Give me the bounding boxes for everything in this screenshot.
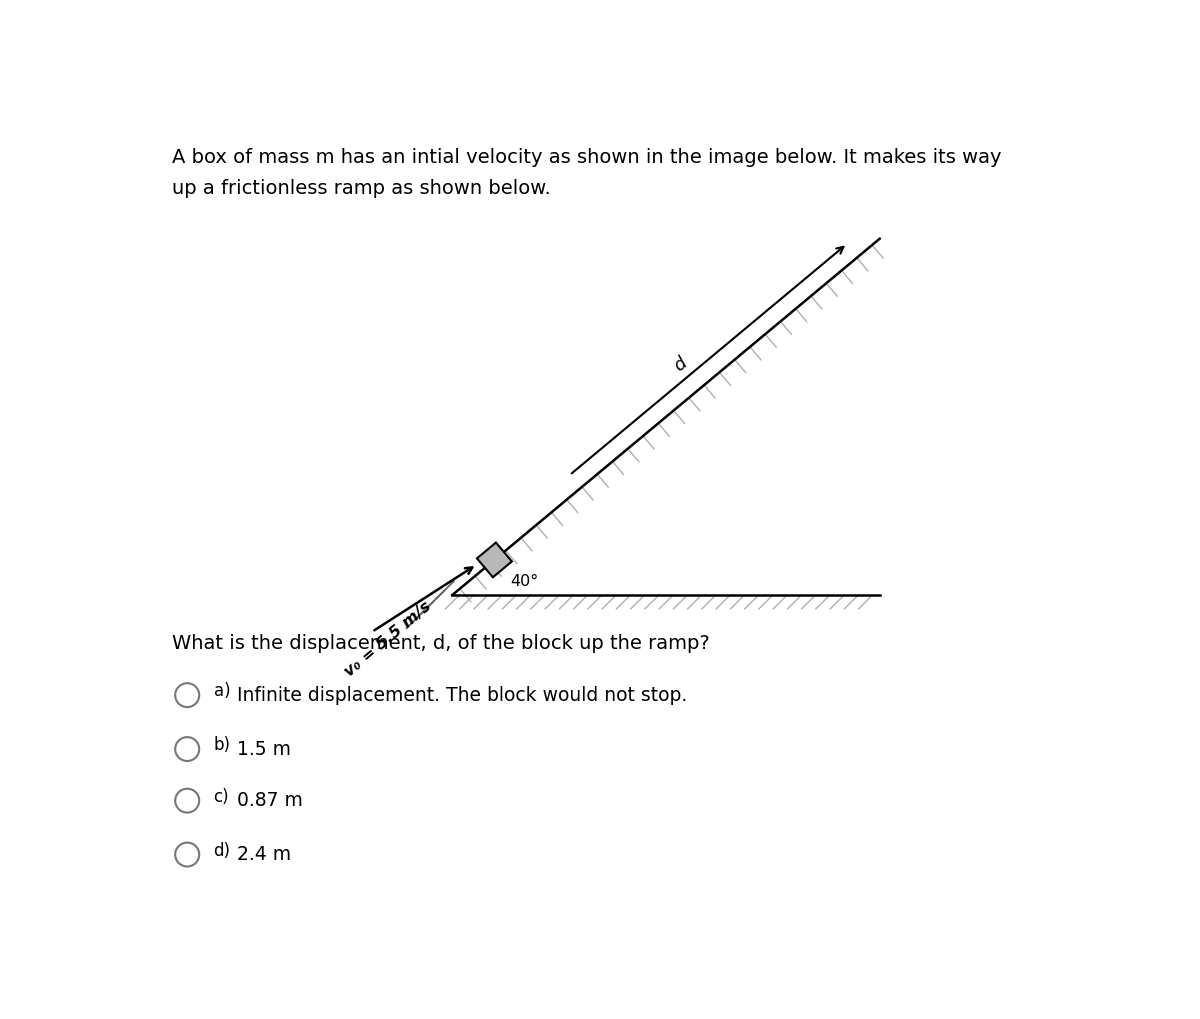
Text: 0.87 m: 0.87 m [236, 791, 302, 810]
Text: v₀ = 5.5 m/s: v₀ = 5.5 m/s [342, 598, 434, 680]
Text: c): c) [214, 788, 229, 806]
Text: 1.5 m: 1.5 m [236, 740, 290, 758]
Text: 2.4 m: 2.4 m [236, 845, 290, 864]
Text: 40°: 40° [510, 574, 539, 589]
Text: What is the displacement, d, of the block up the ramp?: What is the displacement, d, of the bloc… [172, 634, 709, 652]
Polygon shape [476, 542, 512, 578]
Text: d: d [670, 355, 690, 375]
Text: A box of mass m has an intial velocity as shown in the image below. It makes its: A box of mass m has an intial velocity a… [172, 149, 1001, 199]
Text: d): d) [214, 842, 230, 860]
Text: b): b) [214, 736, 230, 754]
Text: a): a) [214, 683, 230, 700]
Text: Infinite displacement. The block would not stop.: Infinite displacement. The block would n… [236, 686, 688, 705]
